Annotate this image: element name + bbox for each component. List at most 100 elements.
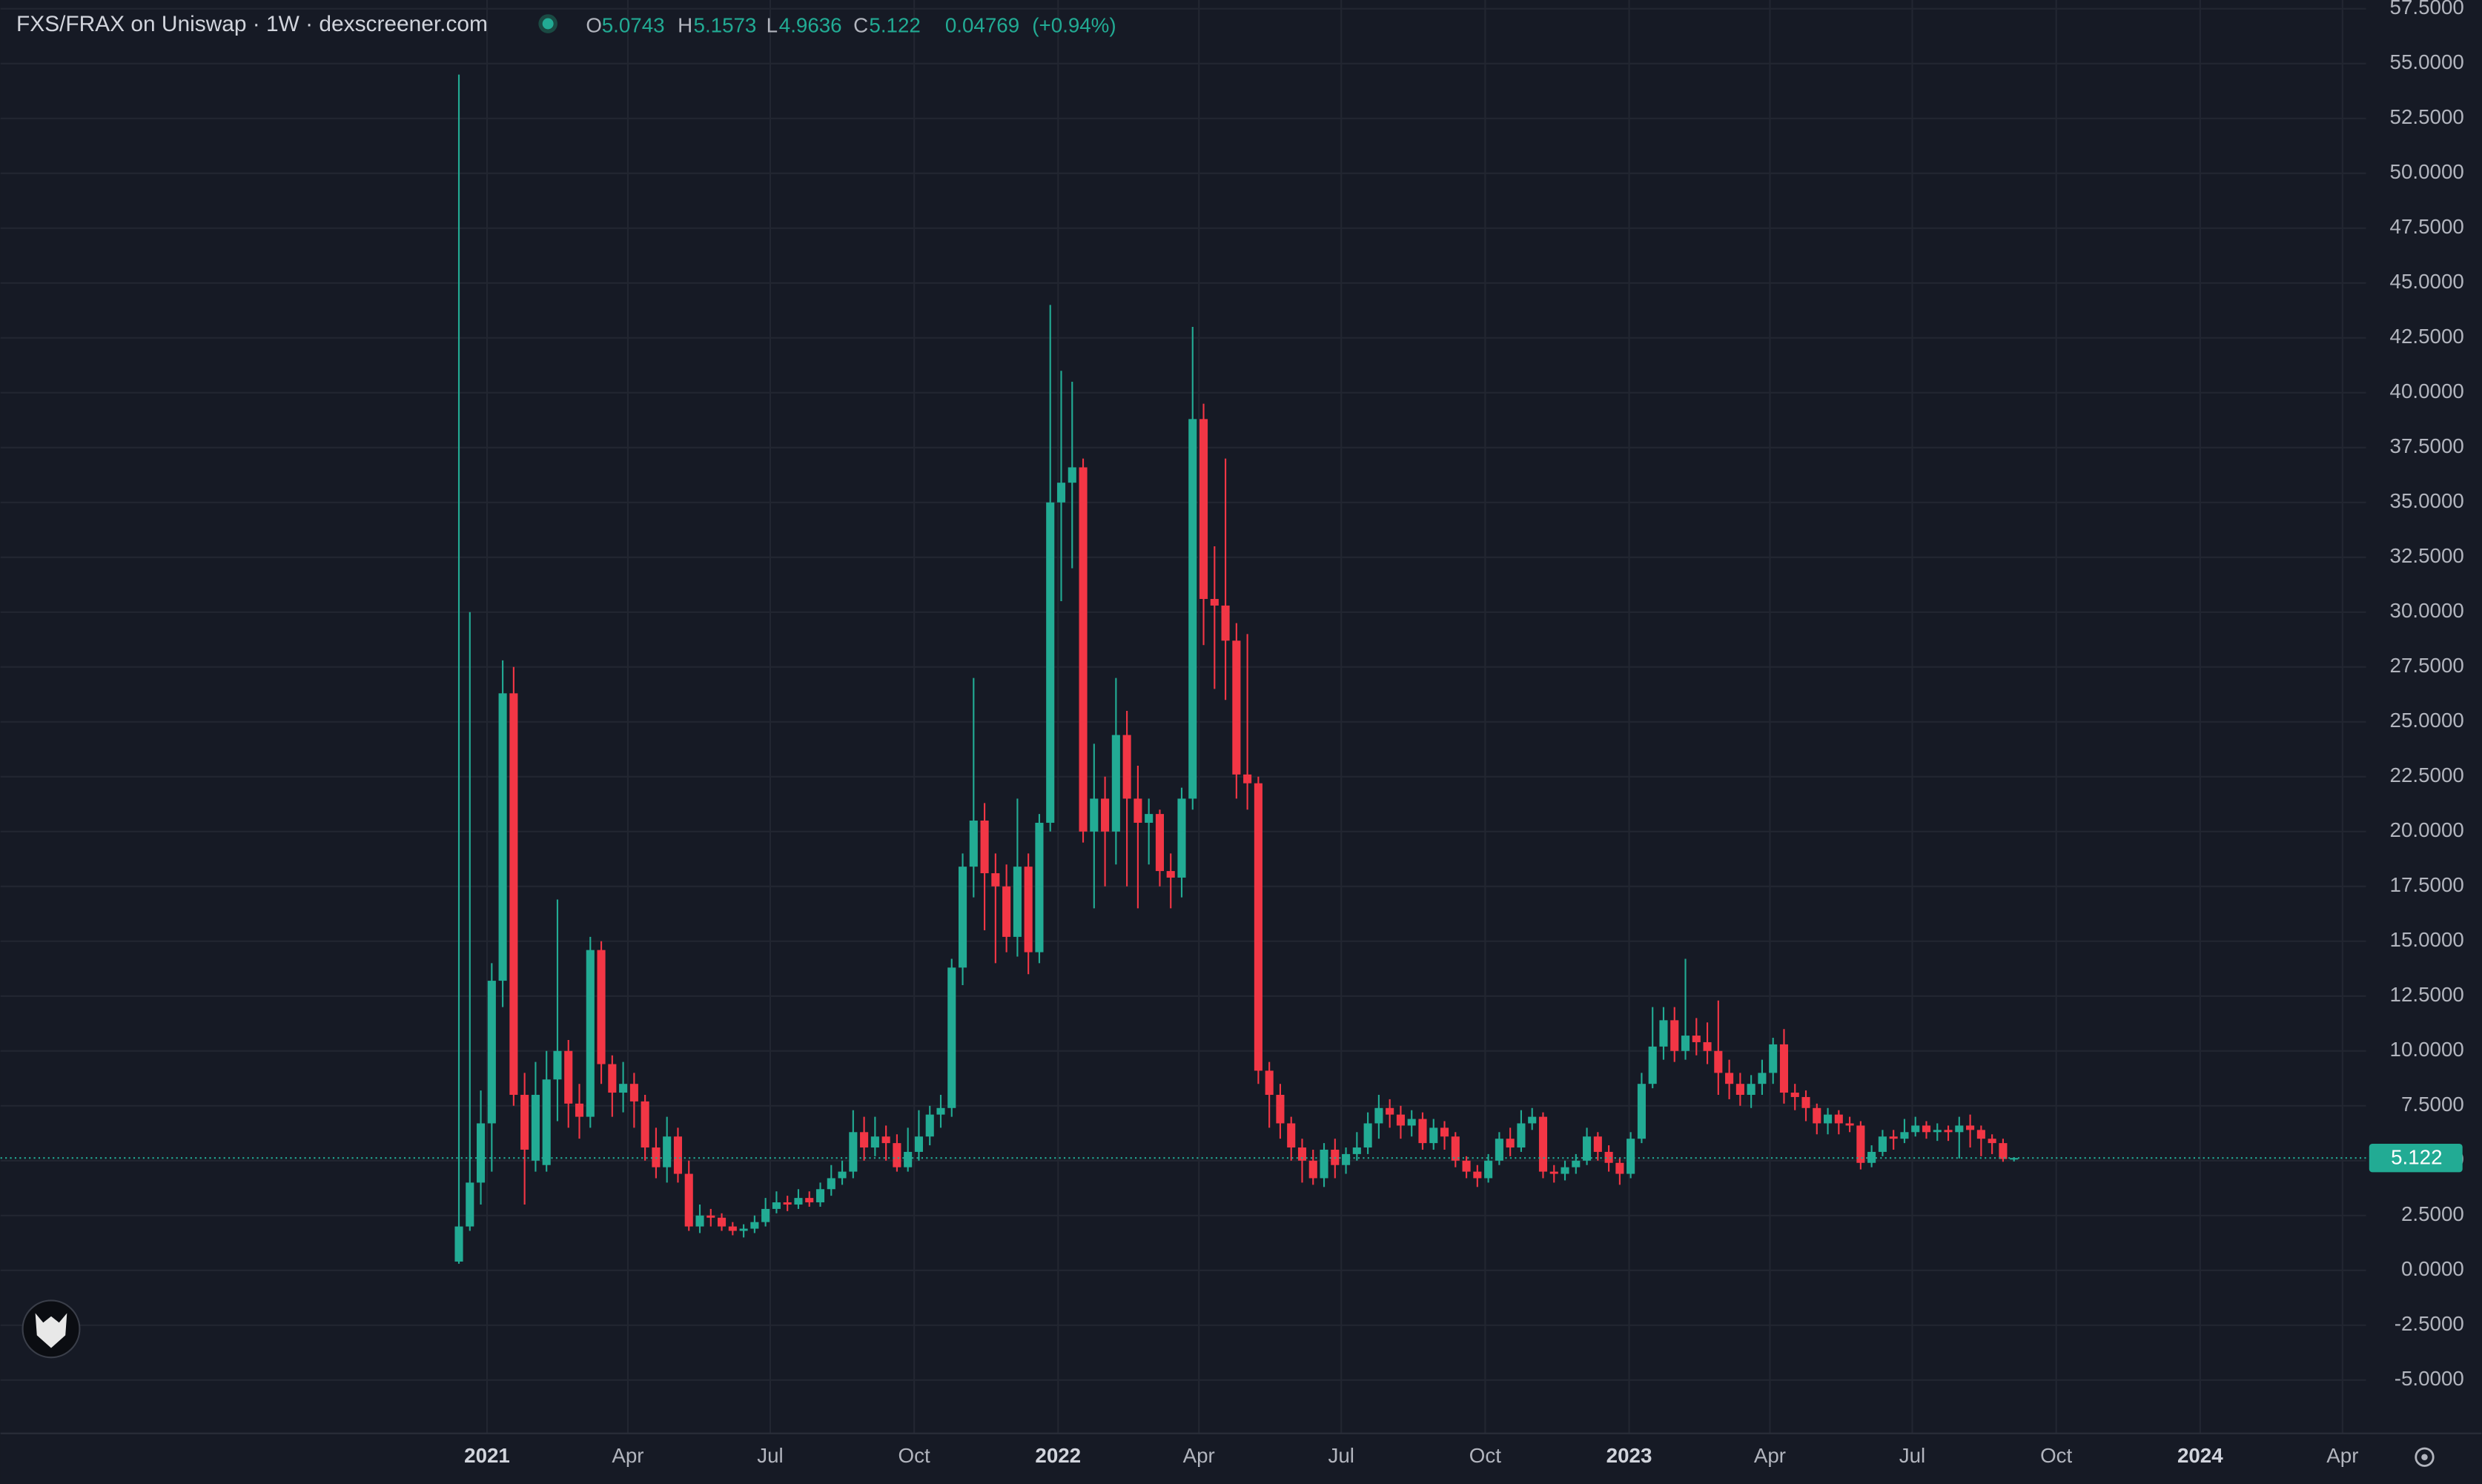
candle-body — [1386, 1107, 1394, 1115]
candle-body — [1922, 1125, 1931, 1133]
candle-body — [564, 1050, 573, 1104]
candle-body — [1911, 1125, 1920, 1133]
candle-body — [1002, 886, 1011, 937]
x-tick-label: Apr — [612, 1444, 643, 1467]
candle-body — [1955, 1125, 1964, 1133]
candle-body — [1473, 1171, 1482, 1179]
candle-body — [1549, 1171, 1558, 1174]
candle-body — [838, 1171, 847, 1179]
candle-body — [1889, 1136, 1898, 1139]
candle-body — [1024, 867, 1033, 953]
axes: -5.0000-2.50000.00002.50005.00007.500010… — [464, 0, 2464, 1467]
x-tick-label: Apr — [1754, 1444, 1786, 1467]
candle-body — [947, 967, 956, 1108]
candle-body — [805, 1198, 814, 1203]
candle-body — [663, 1136, 672, 1167]
y-tick-label: 32.5000 — [2390, 544, 2464, 567]
candle-body — [718, 1217, 727, 1227]
settings-icon-center[interactable] — [2421, 1454, 2428, 1460]
candle-body — [1659, 1020, 1668, 1047]
candle-body — [542, 1079, 551, 1165]
candle-body — [1352, 1147, 1361, 1154]
x-tick-label: Apr — [1183, 1444, 1215, 1467]
low-label: L — [767, 14, 778, 37]
candle-body — [466, 1182, 474, 1227]
candle-body — [1079, 467, 1088, 832]
candle-body — [1506, 1139, 1515, 1148]
candle-body — [673, 1136, 683, 1174]
candle-body — [1210, 599, 1219, 606]
candle-body — [1528, 1116, 1537, 1124]
candle-body — [1134, 798, 1142, 823]
candle-body — [1243, 774, 1252, 784]
candle-body — [477, 1123, 486, 1183]
candle-body — [1735, 1084, 1744, 1095]
x-tick-label: 2024 — [2177, 1444, 2223, 1467]
last-price-label: 5.122 — [2391, 1146, 2442, 1169]
x-tick-label: 2022 — [1035, 1444, 1081, 1467]
candle-body — [1265, 1070, 1274, 1095]
candle-body — [980, 821, 989, 874]
high-value: 5.1573 — [694, 14, 757, 37]
grid — [0, 0, 2366, 1434]
candle-body — [1221, 605, 1230, 641]
y-tick-label: 25.0000 — [2390, 709, 2464, 732]
candle-body — [881, 1136, 890, 1144]
header-title: FXS/FRAX on Uniswap · 1W · dexscreener.c… — [16, 12, 488, 36]
logo-icon[interactable] — [35, 1313, 67, 1348]
candle-body — [1725, 1073, 1734, 1084]
candle-body — [454, 1226, 463, 1262]
candle-body — [1495, 1139, 1503, 1161]
candle-body — [1944, 1130, 1953, 1133]
y-tick-label: 27.5000 — [2390, 654, 2464, 677]
candle-body — [827, 1178, 835, 1190]
candle-body — [1790, 1093, 1799, 1097]
y-tick-label: 15.0000 — [2390, 928, 2464, 951]
candle-body — [1988, 1139, 1996, 1144]
candle-body — [1068, 467, 1076, 483]
candle-body — [1308, 1160, 1317, 1179]
candle-body — [684, 1173, 693, 1227]
candle-body — [619, 1084, 628, 1093]
candle-body — [1035, 822, 1044, 953]
candle-body — [1166, 871, 1175, 878]
candle-body — [1813, 1107, 1821, 1124]
candle-body — [1966, 1125, 1975, 1130]
candle-body — [1276, 1094, 1285, 1124]
candle-body — [1856, 1125, 1865, 1163]
y-tick-label: -2.5000 — [2395, 1312, 2464, 1335]
status-dot — [542, 18, 554, 30]
settings-icon[interactable] — [2415, 1447, 2435, 1467]
candle-body — [1101, 798, 1110, 832]
candle-body — [1692, 1036, 1701, 1042]
open-value: 5.0743 — [602, 14, 665, 37]
candle-body — [1484, 1160, 1493, 1179]
close-label: C — [853, 14, 868, 37]
candle-body — [1013, 867, 1022, 937]
settings-button[interactable] — [2415, 1447, 2435, 1467]
candle-body — [629, 1084, 638, 1102]
candle-body — [1900, 1132, 1909, 1139]
candle-body — [761, 1208, 770, 1222]
candle-body — [706, 1215, 715, 1218]
y-tick-label: 45.0000 — [2390, 270, 2464, 293]
candle-body — [1462, 1160, 1471, 1172]
candle-body — [750, 1222, 759, 1229]
candle-body — [1670, 1020, 1679, 1051]
candle-body — [1538, 1116, 1548, 1172]
candle-body — [1363, 1123, 1372, 1148]
candle-body — [1648, 1046, 1657, 1084]
candle-body — [969, 821, 978, 867]
candle-body — [531, 1094, 540, 1161]
candle-body — [893, 1143, 901, 1167]
candle-body — [487, 981, 496, 1124]
candle-body — [1637, 1084, 1646, 1139]
candle-body — [1254, 783, 1262, 1071]
y-tick-label: 52.5000 — [2390, 105, 2464, 128]
candle-body — [1593, 1136, 1602, 1152]
candle-body — [1703, 1041, 1712, 1051]
y-tick-label: 7.5000 — [2401, 1093, 2464, 1116]
logo[interactable] — [21, 1299, 81, 1359]
candle-body — [991, 873, 1000, 887]
